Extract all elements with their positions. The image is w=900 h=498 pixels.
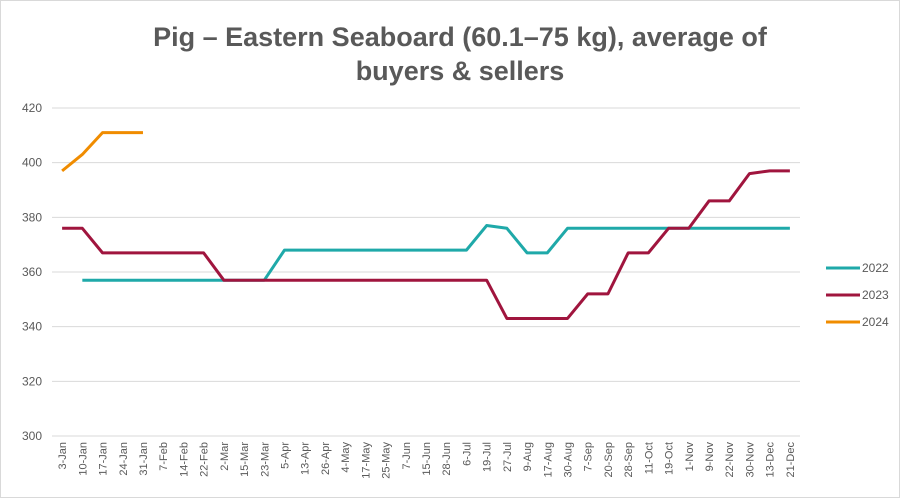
- x-tick-label: 13-Dec: [765, 442, 777, 478]
- x-tick-label: 31-Jan: [138, 442, 150, 476]
- x-tick-label: 20-Sep: [603, 442, 615, 477]
- x-tick-label: 22-Feb: [199, 442, 211, 477]
- legend-label: 2022: [862, 261, 889, 275]
- x-tick-label: 3-Jan: [57, 442, 69, 470]
- series-line: [61, 131, 143, 173]
- series-line: [62, 169, 790, 320]
- x-tick-label: 10-Jan: [77, 442, 89, 476]
- x-tick-label: 19-Oct: [664, 442, 676, 475]
- x-tick-label: 22-Nov: [724, 442, 736, 478]
- x-tick-label: 26-Apr: [320, 442, 332, 475]
- x-tick-label: 17-May: [360, 442, 372, 479]
- x-tick-label: 15-Mar: [239, 442, 251, 477]
- x-tick-label: 7-Jun: [401, 442, 413, 470]
- x-tick-label: 13-Apr: [300, 442, 312, 475]
- x-tick-label: 9-Nov: [704, 442, 716, 472]
- x-tick-label: 5-Apr: [279, 442, 291, 469]
- chart-title: Pig – Eastern Seaboard (60.1–75 kg), ave…: [153, 22, 767, 86]
- x-tick-label: 23-Mar: [259, 442, 271, 477]
- x-tick-label: 7-Feb: [158, 442, 170, 471]
- x-tick-label: 17-Jan: [98, 442, 110, 476]
- legend-label: 2023: [862, 288, 889, 302]
- x-tick-label: 9-Aug: [522, 442, 534, 471]
- x-tick-label: 19-Jul: [482, 442, 494, 472]
- x-tick-label: 15-Jun: [421, 442, 433, 476]
- x-tick-label: 17-Aug: [542, 442, 554, 477]
- x-tick-label: 28-Jun: [441, 442, 453, 476]
- x-tick-label: 28-Sep: [623, 442, 635, 477]
- y-tick-label: 340: [22, 320, 42, 334]
- y-tick-label: 400: [22, 156, 42, 170]
- y-tick-label: 300: [22, 429, 42, 443]
- y-tick-label: 320: [22, 374, 42, 388]
- y-tick-label: 360: [22, 265, 42, 279]
- x-tick-label: 7-Sep: [583, 442, 595, 471]
- x-tick-label: 24-Jan: [118, 442, 130, 476]
- x-tick-label: 27-Jul: [502, 442, 514, 472]
- x-tick-label: 30-Aug: [563, 442, 575, 477]
- x-tick-label: 4-May: [340, 442, 352, 473]
- x-tick-label: 21-Dec: [785, 442, 797, 478]
- y-tick-label: 420: [22, 101, 42, 115]
- x-tick-label: 11-Oct: [643, 442, 655, 474]
- x-tick-label: 6-Jul: [461, 442, 473, 466]
- y-tick-label: 380: [22, 210, 42, 224]
- legend-label: 2024: [862, 315, 889, 329]
- x-tick-label: 25-May: [381, 442, 393, 479]
- x-tick-label: 2-Mar: [219, 442, 231, 471]
- x-tick-label: 1-Nov: [684, 442, 696, 472]
- x-tick-label: 30-Nov: [744, 442, 756, 478]
- x-tick-label: 14-Feb: [178, 442, 190, 477]
